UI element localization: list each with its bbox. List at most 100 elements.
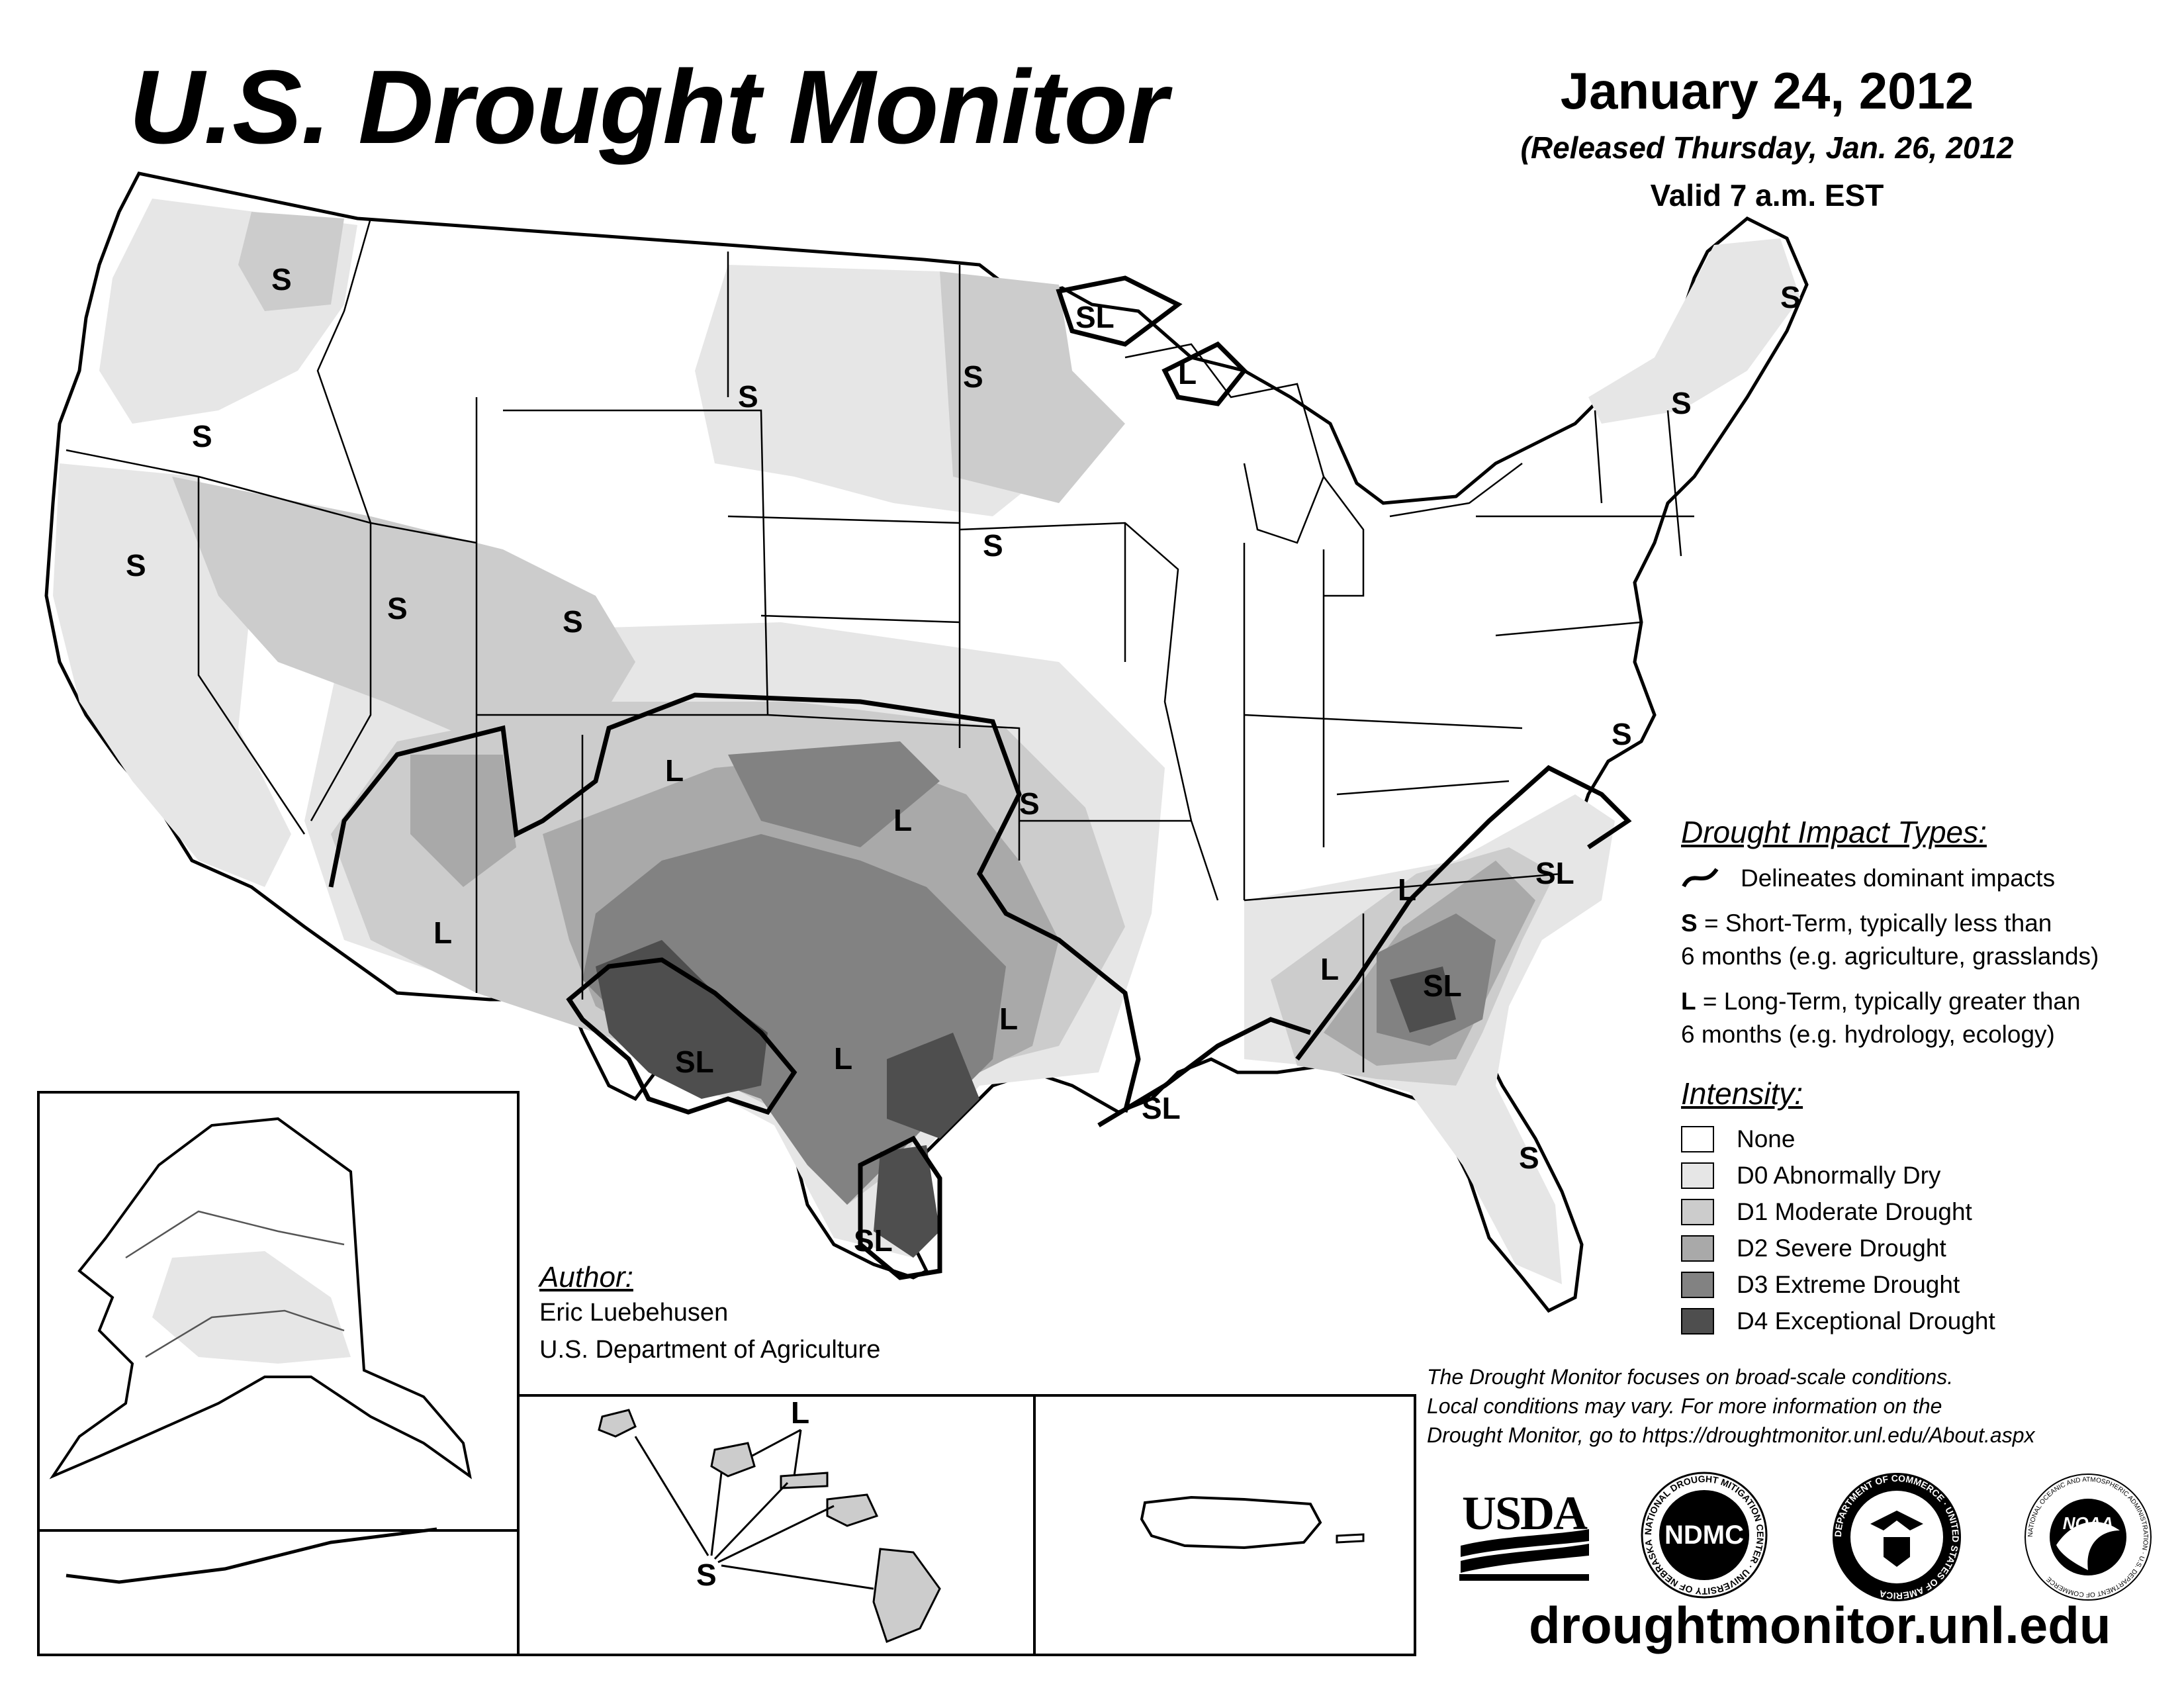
island-maui [826, 1493, 879, 1527]
ndmc-logo[interactable]: NATIONAL DROUGHT MITIGATION CENTER · UNI… [1640, 1471, 1769, 1600]
intensity-label: None [1737, 1125, 1796, 1152]
label-s-california: S [126, 548, 146, 583]
usda-logo[interactable]: USDA [1459, 1483, 1592, 1582]
disclaimer-line-2: Local conditions may vary. For more info… [1427, 1394, 1942, 1418]
label-s-iowa: S [983, 528, 1003, 563]
delineation-line-icon [1682, 868, 1719, 888]
long-term-desc-2: 6 months (e.g. hydrology, ecology) [1681, 1021, 2055, 1048]
label-sl-georgia: SL [1423, 968, 1462, 1003]
label-l-easttexas: L [999, 1002, 1018, 1036]
alaska-d0 [152, 1251, 351, 1364]
page-title: U.S. Drought Monitor [129, 49, 1167, 165]
impact-northwoods [1056, 275, 1248, 406]
puerto-rico-frame [1033, 1394, 1416, 1656]
ndmc-wordmark: NDMC [1664, 1521, 1744, 1550]
short-term-desc-1: = Short-Term, typically less than [1697, 910, 2052, 937]
intensity-label: D3 Extreme Drought [1737, 1270, 1960, 1298]
intensity-item: D4 Exceptional Drought [1681, 1303, 1995, 1339]
ndmc-logo-graphic: NATIONAL DROUGHT MITIGATION CENTER · UNI… [1641, 1472, 1768, 1599]
puerto-rico-inset [1033, 1394, 1416, 1656]
label-s-oregon: S [192, 419, 212, 453]
disclaimer: The Drought Monitor focuses on broad-sca… [1427, 1362, 2034, 1450]
vieques [1336, 1533, 1365, 1544]
noaa-logo-graphic: NATIONAL OCEANIC AND ATMOSPHERIC ADMINIS… [2025, 1474, 2152, 1601]
label-l-alabama: L [1320, 952, 1339, 986]
website-link[interactable]: droughtmonitor.unl.edu [1529, 1596, 2111, 1654]
short-term-key: S = Short-Term, typically less than 6 mo… [1681, 907, 2099, 973]
state-lines-west [66, 218, 1021, 1000]
label-s-colorado: S [563, 604, 583, 639]
impact-lines [328, 275, 1632, 1280]
intensity-legend: Intensity: None D0 Abnormally Dry D1 Moder… [1681, 1076, 1995, 1339]
delineates-row: Delineates dominant impacts [1681, 862, 2099, 895]
label-l-michigan: L [1178, 356, 1197, 391]
doc-seal-graphic: DEPARTMENT OF COMMERCE · UNITED STATES O… [1833, 1473, 1961, 1601]
island-molokai [780, 1472, 829, 1489]
label-s-utah: S [387, 591, 408, 626]
label-l-oklahoma: L [893, 803, 912, 837]
long-term-key: L = Long-Term, typically greater than 6 … [1681, 985, 2099, 1051]
d4-centraltexas [887, 1033, 979, 1139]
intensity-label: D0 Abnormally Dry [1737, 1161, 1941, 1189]
usda-wordmark: USDA [1462, 1487, 1588, 1540]
d3-oklahoma [728, 741, 940, 847]
intensity-item: D3 Extreme Drought [1681, 1266, 1995, 1303]
impact-texas-coast [858, 1135, 942, 1280]
label-l-newmexico: L [665, 753, 684, 788]
noaa-logo[interactable]: NATIONAL OCEANIC AND ATMOSPHERIC ADMINIS… [2022, 1471, 2154, 1603]
impact-southeast [1295, 765, 1632, 1061]
disclaimer-line-1: The Drought Monitor focuses on broad-sca… [1427, 1365, 1954, 1389]
label-l-hawaii: L [791, 1395, 809, 1430]
author-org: U.S. Department of Agriculture [539, 1336, 881, 1364]
label-sl-louisiana: SL [1142, 1091, 1181, 1125]
impact-texas-sl [566, 957, 797, 1115]
impact-southern-plains [328, 692, 1141, 1113]
usda-logo-graphic: USDA [1459, 1487, 1589, 1581]
d4-layer [596, 940, 1456, 1258]
author-name: Eric Luebehusen [539, 1299, 729, 1327]
intensity-label: D1 Moderate Drought [1737, 1197, 1972, 1225]
disclaimer-line-3: Drought Monitor, go to https://droughtmo… [1427, 1423, 2035, 1447]
intensity-list: None D0 Abnormally Dry D1 Moderate Drought… [1681, 1121, 1995, 1339]
delineates-text: Delineates dominant impacts [1741, 865, 2056, 892]
long-term-letter: L [1681, 988, 1696, 1015]
conus-map: S S S S S S S S S S S S S SL L L L L L L… [44, 171, 1809, 1313]
short-term-desc-2: 6 months (e.g. agriculture, grasslands) [1681, 943, 2099, 970]
author-block: Author: Eric Luebehusen U.S. Department … [539, 1261, 880, 1368]
doc-seal[interactable]: DEPARTMENT OF COMMERCE · UNITED STATES O… [1831, 1471, 1963, 1603]
state-lines-east [959, 410, 1694, 1072]
long-term-desc-1: = Long-Term, typically greater than [1696, 988, 2081, 1015]
label-sl-westtexas: SL [675, 1045, 714, 1079]
intensity-item: D2 Severe Drought [1681, 1230, 1995, 1266]
label-s-southdakota: S [738, 379, 758, 414]
label-s-virginia: S [1612, 717, 1632, 751]
intensity-label: D2 Severe Drought [1737, 1234, 1946, 1262]
label-s-florida: S [1519, 1141, 1539, 1175]
d1-minnesota [940, 271, 1125, 503]
noaa-wordmark: NOAA [2063, 1513, 2114, 1533]
label-l-centraltexas: L [834, 1041, 852, 1076]
alaska-inset [37, 1091, 520, 1656]
impact-gulf [1097, 1017, 1312, 1128]
d1-greatbasin [172, 477, 635, 741]
intensity-swatch [1681, 1271, 1714, 1298]
label-s-minnesota: S [963, 359, 983, 394]
intensity-swatch [1681, 1198, 1714, 1225]
impact-legend: Drought Impact Types: Delineates dominan… [1681, 814, 2099, 1051]
island-kauai [598, 1409, 637, 1438]
hawaii-inset: S L [517, 1394, 1036, 1656]
d2-arizona [410, 755, 516, 887]
label-s-washington: S [271, 262, 292, 297]
intensity-swatch [1681, 1307, 1714, 1335]
intensity-swatch [1681, 1162, 1714, 1189]
label-sl-southtexas: SL [854, 1223, 893, 1258]
valid-time: Valid 7 a.m. EST [1650, 178, 1884, 212]
hawaii-frame [517, 1394, 1036, 1656]
d1-idaho [238, 212, 344, 311]
intensity-swatch [1681, 1125, 1714, 1152]
label-sl-carolinas: SL [1535, 856, 1574, 890]
impact-labels: S S S S S S S S S S S S S SL L L L L L L… [126, 262, 1801, 1258]
label-sl-minnesota: SL [1075, 300, 1115, 334]
label-s-vermont: S [1671, 386, 1692, 420]
